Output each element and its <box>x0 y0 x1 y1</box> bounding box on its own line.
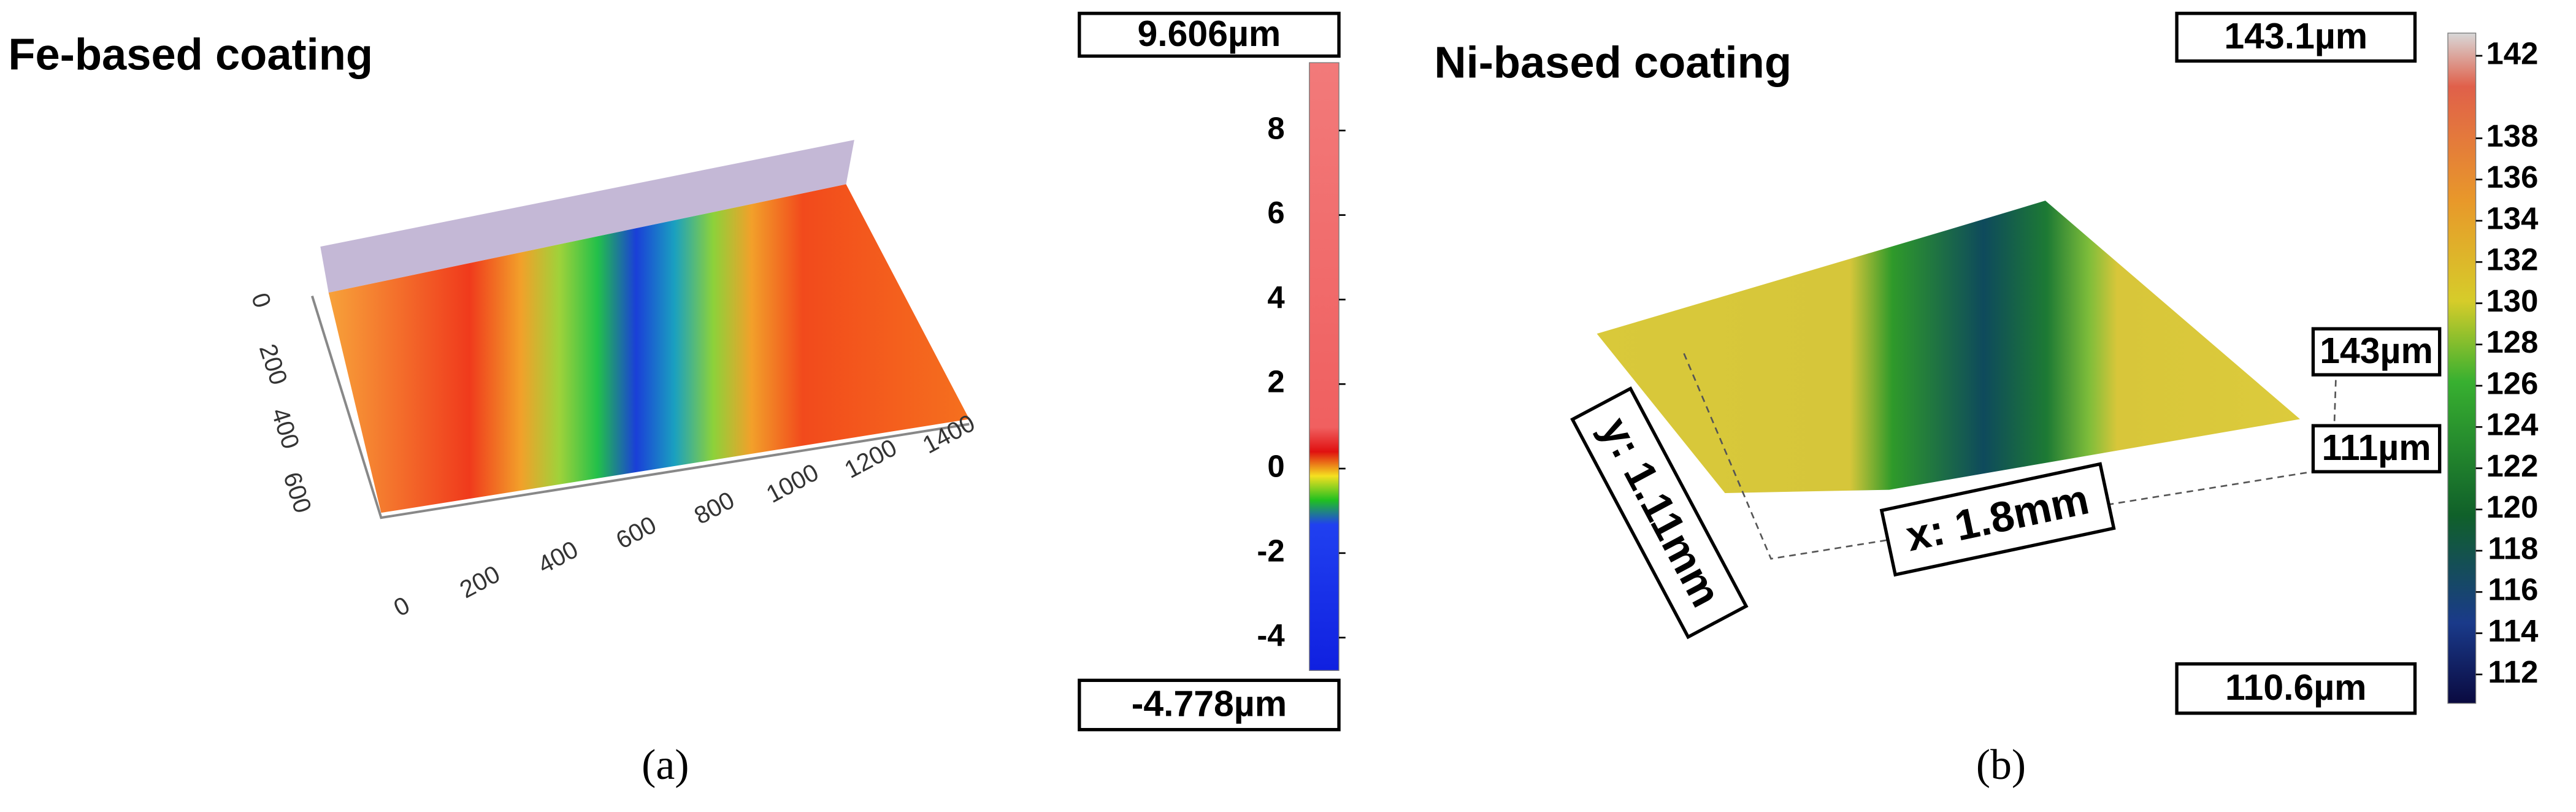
dimension-label-frame <box>1879 462 2116 577</box>
panel-title: Fe-based coating <box>8 30 373 79</box>
colorbar-tick-label: 138 <box>2486 118 2539 153</box>
x-axis-tick-label: 1200 <box>840 434 901 484</box>
height-label: 111µm <box>2311 424 2442 473</box>
colorbar-max: 143.1µm <box>2175 12 2417 63</box>
colorbar-tick-label: 116 <box>2488 572 2538 607</box>
fe-surface <box>311 140 970 519</box>
colorbar-tick-label: 118 <box>2488 530 2538 565</box>
colorbar-min-frame <box>1078 678 1341 732</box>
colorbar <box>2447 33 2477 704</box>
fe-surface-plot <box>328 184 970 513</box>
colorbar-min-text: 110.6µm <box>2225 668 2366 708</box>
colorbar-tick-label: 122 <box>2486 448 2539 483</box>
colorbar-max-text: 143.1µm <box>2224 17 2367 56</box>
y-axis-tick-label: 400 <box>266 405 305 453</box>
colorbar-min: -4.778µm <box>1078 678 1341 732</box>
panel-caption: (a) <box>642 741 689 789</box>
height-label-text: 111µm <box>2321 428 2431 468</box>
colorbar-tick-label: 2 <box>1267 364 1284 399</box>
colorbar-tick-label: 120 <box>2486 489 2539 524</box>
ni-surface-plot <box>1597 201 2300 493</box>
dimension-label-frame <box>1570 386 1749 640</box>
colorbar-tick-label: 126 <box>2486 366 2539 400</box>
fe-axes <box>311 295 970 519</box>
colorbar-min-frame <box>2175 662 2417 715</box>
colorbar <box>1309 62 1340 671</box>
fe-profile-plane <box>320 140 854 293</box>
colorbar-tick-label: -2 <box>1257 533 1284 568</box>
colorbar-max: 9.606µm <box>1078 12 1341 58</box>
x-axis-tick-label: 1000 <box>762 458 823 508</box>
height-label-frame <box>2311 424 2442 473</box>
colorbar-tick-label: 6 <box>1267 195 1284 230</box>
colorbar-max-frame <box>1078 12 1341 58</box>
colorbar-tick-label: 134 <box>2486 201 2539 236</box>
colorbar-tick-label: 132 <box>2486 242 2539 277</box>
colorbar-tick-label: 136 <box>2486 159 2539 194</box>
y-axis-tick-label: 200 <box>254 340 293 388</box>
colorbar-tick-label: 0 <box>1267 448 1284 483</box>
panel-title: Ni-based coating <box>1434 39 1792 88</box>
colorbar-tick-label: -4 <box>1257 618 1285 653</box>
colorbar-min: 110.6µm <box>2175 662 2417 715</box>
height-label: 143µm <box>2311 327 2442 377</box>
height-label-frame <box>2311 327 2442 377</box>
colorbar-tick-label: 128 <box>2486 324 2539 359</box>
x-axis-tick-label: 800 <box>689 486 738 530</box>
colorbar-tick-label: 124 <box>2486 407 2539 442</box>
colorbar-max-frame <box>2175 12 2417 63</box>
x-axis-tick-label: 0 <box>389 591 414 622</box>
colorbar-tick-label: 8 <box>1267 110 1284 145</box>
y-axis-tick-label: 600 <box>278 469 317 516</box>
colorbar-tick-label: 130 <box>2486 283 2539 318</box>
y-axis-tick-label: 0 <box>246 289 277 311</box>
colorbar-tick-label: 4 <box>1267 280 1285 315</box>
colorbar-tick-label: 114 <box>2488 613 2539 648</box>
colorbar-tick-label: 112 <box>2488 654 2538 689</box>
x-axis-tick-label: 600 <box>611 511 661 554</box>
panel-caption: (b) <box>1976 741 2026 789</box>
colorbar-tick-label: 142 <box>2486 36 2539 71</box>
colorbar-max-text: 9.606µm <box>1138 14 1281 54</box>
height-label-text: 143µm <box>2320 331 2433 371</box>
x-axis-tick-label: 400 <box>534 535 583 579</box>
colorbar-min-text: -4.778µm <box>1132 684 1287 724</box>
x-axis-tick-label: 200 <box>455 560 504 603</box>
